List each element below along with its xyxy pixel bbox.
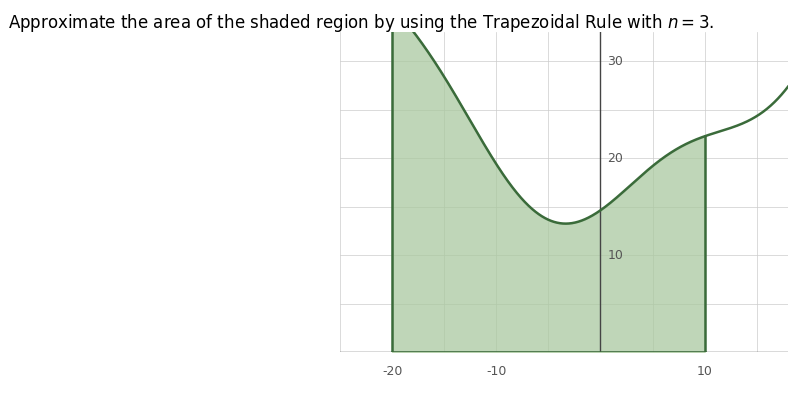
Text: Approximate the area of the shaded region by using the Trapezoidal Rule with $n : Approximate the area of the shaded regio… — [8, 12, 714, 34]
Text: 10: 10 — [607, 248, 623, 262]
Text: -10: -10 — [486, 365, 506, 378]
Text: 20: 20 — [607, 152, 623, 164]
Text: 30: 30 — [607, 54, 623, 68]
Text: -20: -20 — [382, 365, 402, 378]
Text: 10: 10 — [697, 365, 713, 378]
